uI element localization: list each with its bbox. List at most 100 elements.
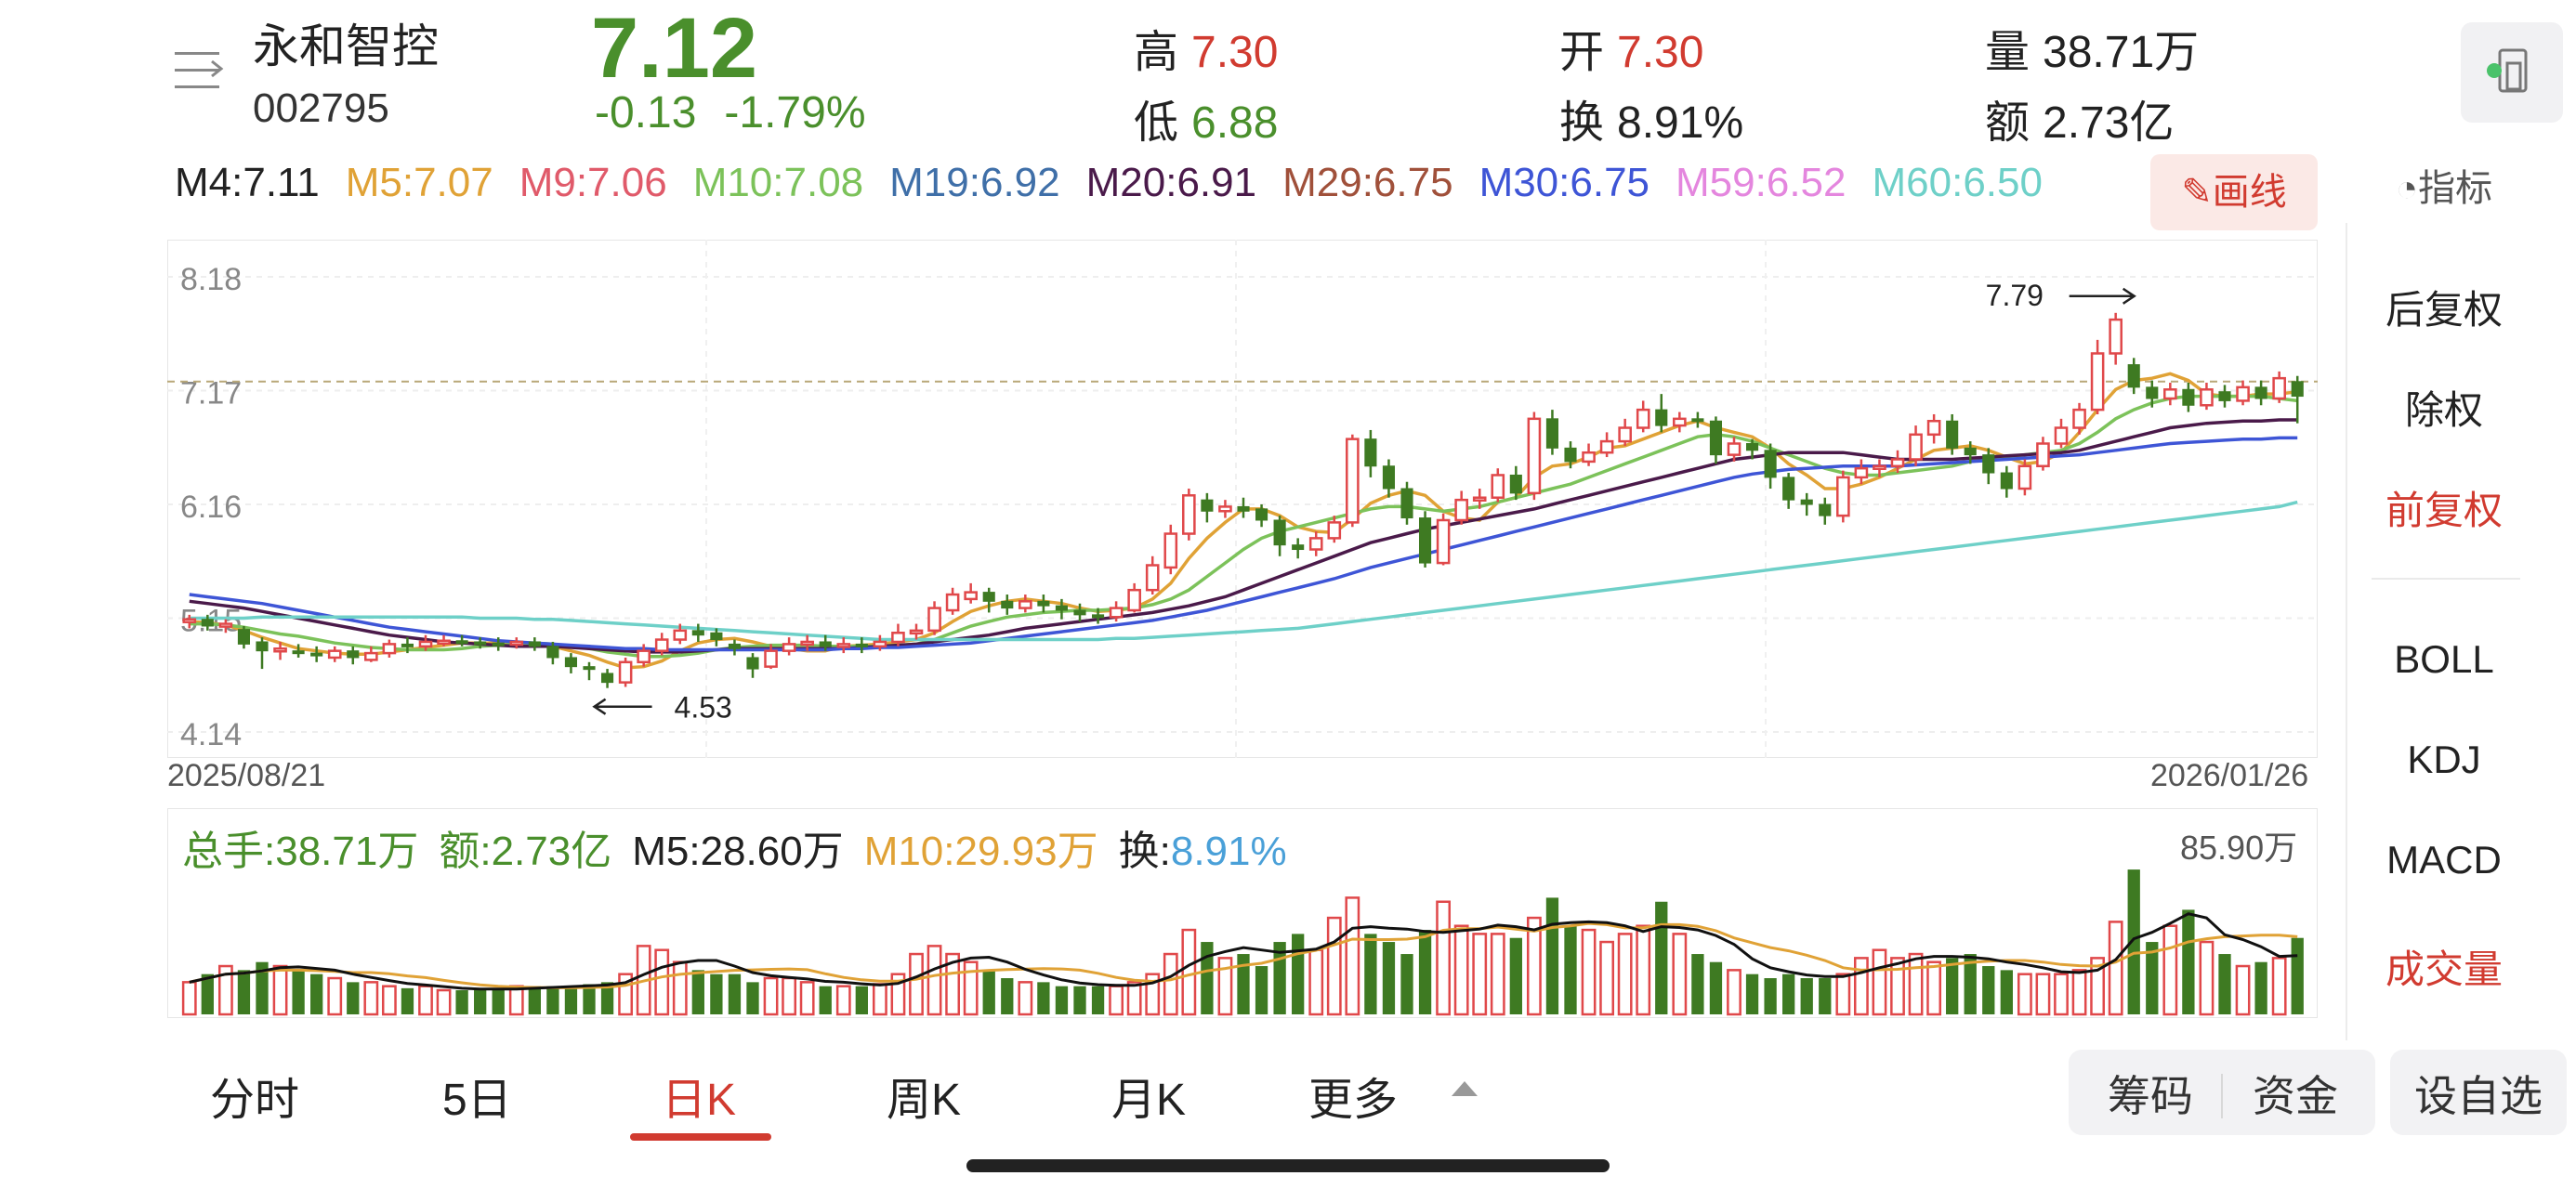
candle-body-down (1273, 519, 1286, 546)
candle-body-up (782, 643, 796, 652)
candle-body-up (1926, 419, 1941, 437)
amount-value: 2.73亿 (2043, 98, 2175, 148)
right-panel: ◔指标 后复权 除权 前复权 BOLL KDJ MACD 成交量 (2346, 149, 2576, 1040)
tab-intraday[interactable]: 分时 (210, 1076, 300, 1125)
menu-icon[interactable] (175, 48, 229, 93)
candle-body-up (1472, 496, 1487, 502)
candle-body-up (1436, 518, 1451, 565)
volume-bar-up (508, 985, 524, 1016)
volume-bar-up (782, 976, 797, 1016)
tab-monthly-k[interactable]: 月K (1111, 1076, 1187, 1125)
volume-bar-up (799, 981, 815, 1016)
pill-divider (2221, 1074, 2223, 1118)
candle-body-up (418, 640, 433, 648)
candle-body-down (1800, 499, 1813, 505)
high-marker-label: 7.79 (1986, 279, 2044, 312)
candle-body-down (1819, 503, 1832, 516)
open-value: 7.30 (1617, 28, 1704, 77)
chips-button[interactable]: 筹码 (2108, 1072, 2193, 1120)
rp-item-post-adjusted[interactable]: 后复权 (2385, 288, 2503, 332)
volume-bar-down (1800, 978, 1813, 1014)
candle-body-down (2182, 388, 2195, 406)
turnover-stat: 换 8.91% (1559, 85, 1743, 150)
volume-bar-up (909, 952, 924, 1016)
candle-body-down (1400, 488, 1413, 519)
candle-body-down (1037, 600, 1050, 607)
candle-body-down (1509, 474, 1522, 494)
candle-body-down (746, 657, 759, 670)
candle-body-up (2036, 442, 2050, 468)
rp-item-pre-adjusted[interactable]: 前复权 (2385, 489, 2503, 532)
candle-body-down (2000, 472, 2013, 490)
candle-body-down (819, 641, 832, 647)
volume-bar-up (327, 976, 343, 1016)
volume-stat: 量 38.71万 (1985, 15, 2199, 80)
candlestick-chart[interactable]: 8.187.176.165.154.147.794.53 (167, 240, 2318, 758)
watchlist-pill (2390, 1050, 2567, 1135)
ma-legend-item: M9:7.06 (519, 160, 667, 205)
candle-body-down (2127, 364, 2140, 388)
candle-body-down (600, 673, 614, 684)
volume-legend-item: 额:2.73亿 (439, 829, 612, 874)
volume-bar-up (2271, 957, 2287, 1016)
candle-body-up (1308, 537, 1323, 551)
candle-body-up (2017, 464, 2032, 490)
volume-bar-down (855, 986, 868, 1014)
candle-body-up (1145, 564, 1160, 592)
tab-more[interactable]: 更多 (1308, 1076, 1399, 1125)
low-value: 6.88 (1191, 98, 1279, 148)
ma-line-m60 (189, 500, 2298, 642)
candle-body-up (2236, 385, 2250, 402)
funds-button[interactable]: 资金 (2253, 1072, 2338, 1120)
candle-body-down (1382, 465, 1396, 490)
volume-bar-down (1764, 978, 1777, 1014)
ma-legend-item: M20:6.91 (1085, 160, 1257, 205)
candle-body-up (927, 607, 941, 633)
rp-item-volume[interactable]: 成交量 (2385, 947, 2503, 991)
candle-body-up (218, 622, 233, 628)
volume-bar-up (1126, 981, 1142, 1016)
candle-body-up (1327, 521, 1342, 540)
volume-bar-up (1835, 973, 1851, 1016)
tab-weekly-k[interactable]: 周K (887, 1076, 962, 1125)
volume-bar-up (1908, 952, 1924, 1016)
volume-chart[interactable] (167, 808, 2318, 1018)
volume-bar-down (237, 970, 251, 1014)
candle-body-down (201, 619, 214, 627)
candle-body-up (1454, 498, 1468, 522)
candle-body-down (347, 650, 360, 659)
caret-up-icon (1452, 1081, 1478, 1096)
volume-bar-up (2235, 964, 2251, 1016)
rp-item-ex-rights[interactable]: 除权 (2404, 388, 2483, 432)
add-watchlist-button[interactable]: 设自选 (2414, 1072, 2543, 1120)
candle-body-up (1636, 408, 1650, 429)
home-indicator (966, 1159, 1610, 1172)
rp-item-macd[interactable]: MACD (2386, 838, 2502, 882)
candle-body-down (1091, 614, 1105, 619)
date-end: 2026/01/26 (2150, 758, 2309, 793)
draw-line-button[interactable]: ✎画线 (2150, 154, 2318, 230)
candle-body-up (2163, 388, 2177, 400)
volume-bar-down (1946, 958, 1959, 1014)
tab-daily-k[interactable]: 日K (662, 1076, 737, 1125)
volume-bar-up (2199, 940, 2215, 1016)
candle-body-up (1836, 476, 1850, 517)
amount-stat: 额 2.73亿 (1985, 85, 2174, 150)
volume-bar-up (1217, 957, 1233, 1016)
rp-item-boll[interactable]: BOLL (2394, 637, 2494, 681)
indicator-button[interactable]: ◔指标 (2346, 158, 2543, 212)
rp-item-kdj[interactable]: KDJ (2407, 738, 2481, 781)
candle-body-up (618, 660, 633, 684)
change-percent: -1.79% (724, 88, 866, 137)
tab-5day[interactable]: 5日 (442, 1076, 512, 1125)
volume-bar-up (418, 985, 433, 1016)
volume-bar-up (1853, 957, 1869, 1016)
volume-bar-down (1091, 986, 1105, 1014)
low-marker-arrowhead (592, 698, 607, 715)
high-label: 高 (1134, 28, 1179, 77)
share-button[interactable] (2461, 22, 2563, 123)
volume-bar-down (1418, 930, 1432, 1014)
candle-body-up (1727, 442, 1741, 456)
volume-bar-up (1526, 916, 1542, 1016)
volume-legend-item: 8.91% (1170, 829, 1287, 874)
